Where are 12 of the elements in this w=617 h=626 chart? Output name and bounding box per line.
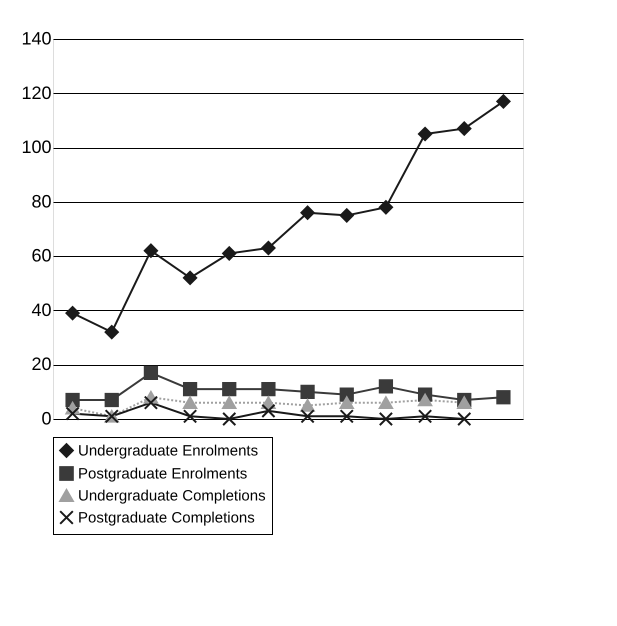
y-tick-label: 0 <box>41 408 52 428</box>
y-tick-label: 120 <box>21 82 52 103</box>
legend-label: Undergraduate Completions <box>78 488 266 504</box>
legend-label: Postgraduate Enrolments <box>78 466 248 482</box>
legend-label: Undergraduate Enrolments <box>78 442 258 460</box>
y-tick-label: 20 <box>31 354 52 374</box>
y-tick-label: 60 <box>31 246 52 266</box>
legend-label: Postgraduate Completions <box>78 510 255 526</box>
y-tick-label: 80 <box>31 191 52 212</box>
y-tick-label: 100 <box>21 137 52 158</box>
y-tick-label: 140 <box>21 28 52 48</box>
y-tick-label: 40 <box>31 300 52 320</box>
